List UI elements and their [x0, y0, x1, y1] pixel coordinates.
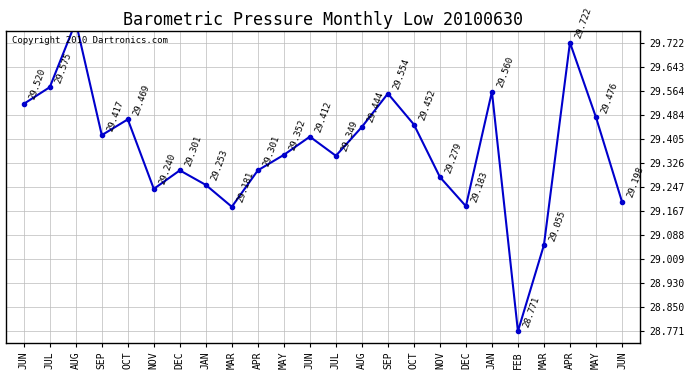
Text: Copyright 2010 Dartronics.com: Copyright 2010 Dartronics.com: [12, 36, 168, 45]
Text: 29.349: 29.349: [340, 120, 359, 153]
Text: 29.198: 29.198: [626, 165, 646, 199]
Text: 29.452: 29.452: [418, 88, 437, 122]
Text: 29.575: 29.575: [54, 51, 73, 84]
Text: 29.352: 29.352: [288, 119, 308, 152]
Text: 29.790: 29.790: [0, 374, 1, 375]
Text: 29.469: 29.469: [132, 83, 151, 117]
Text: 29.279: 29.279: [444, 141, 464, 174]
Text: 29.444: 29.444: [366, 91, 386, 124]
Text: 29.476: 29.476: [600, 81, 620, 114]
Text: 29.520: 29.520: [28, 68, 48, 101]
Text: 29.554: 29.554: [392, 57, 411, 91]
Text: 29.183: 29.183: [470, 170, 490, 203]
Text: 29.301: 29.301: [262, 134, 282, 168]
Title: Barometric Pressure Monthly Low 20100630: Barometric Pressure Monthly Low 20100630: [123, 12, 523, 30]
Text: 29.560: 29.560: [496, 56, 515, 89]
Text: 29.417: 29.417: [106, 99, 126, 132]
Text: 29.722: 29.722: [574, 6, 593, 40]
Text: 29.240: 29.240: [158, 153, 177, 186]
Text: 29.301: 29.301: [184, 134, 204, 168]
Text: 28.771: 28.771: [522, 295, 542, 328]
Text: 29.055: 29.055: [548, 209, 568, 242]
Text: 29.253: 29.253: [210, 149, 230, 182]
Text: 29.181: 29.181: [236, 171, 255, 204]
Text: 29.412: 29.412: [314, 100, 333, 134]
